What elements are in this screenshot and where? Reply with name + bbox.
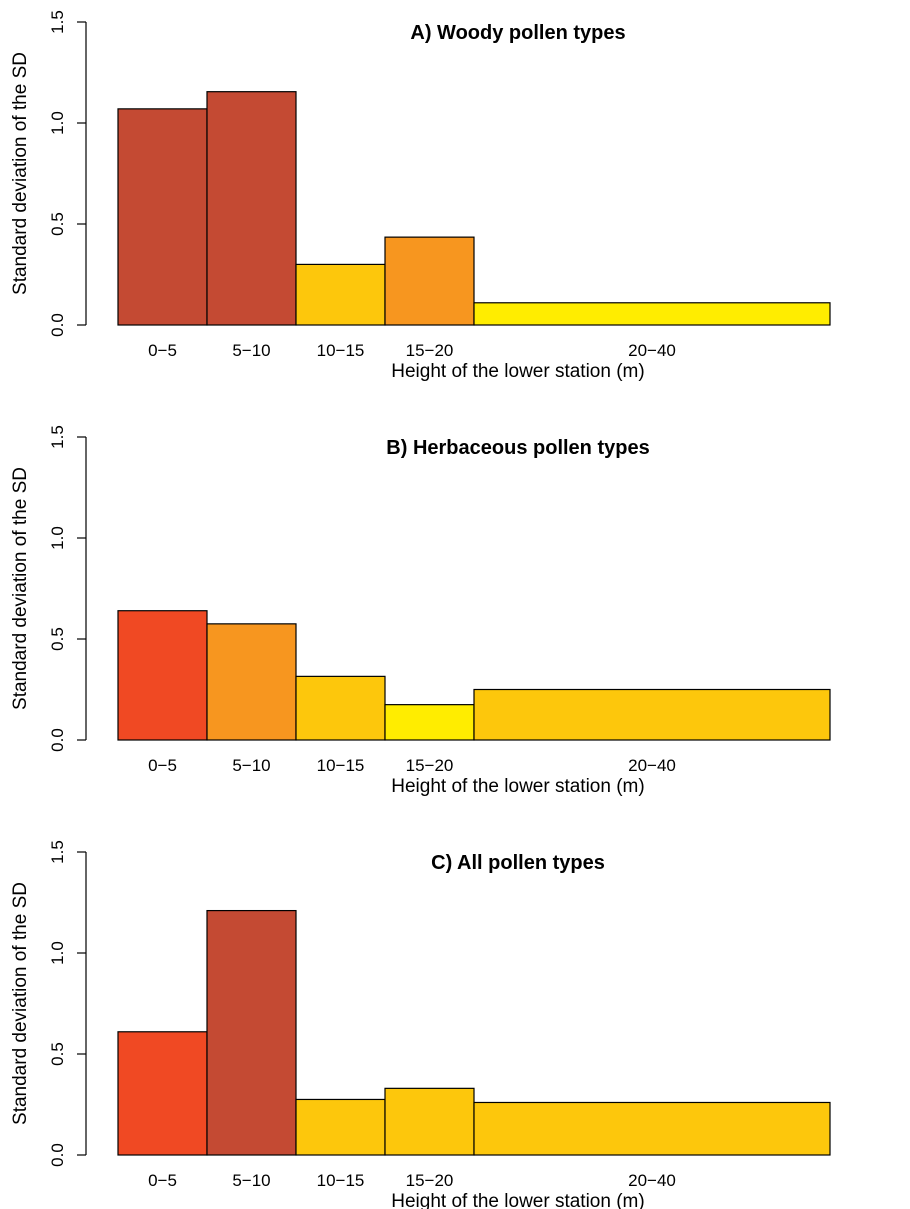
x-category-label: 0−5 <box>148 756 177 775</box>
bar-2 <box>206 91 297 326</box>
bar-5 <box>473 302 831 326</box>
bar-3 <box>295 1098 386 1156</box>
bar-4 <box>384 1087 475 1156</box>
x-category-label: 5−10 <box>232 1171 270 1190</box>
bar-2 <box>206 909 297 1156</box>
y-tick-label: 0.0 <box>48 728 67 752</box>
bar-3 <box>295 675 386 741</box>
x-category-label: 20−40 <box>628 341 676 360</box>
y-axis-title: Standard deviation of the SD <box>10 882 31 1125</box>
x-category-label: 15−20 <box>406 1171 454 1190</box>
x-category-label: 15−20 <box>406 756 454 775</box>
y-tick-label: 1.0 <box>48 526 67 550</box>
chart-title: C) All pollen types <box>431 852 605 874</box>
chart-panel-1: 0.0 0.5 1.0 1.5 0−5 5−10 10−15 15−20 20−40Height… <box>10 10 831 382</box>
x-category-label: 20−40 <box>628 1171 676 1190</box>
x-axis-title: Height of the lower station (m) <box>391 361 644 382</box>
y-tick-label: 1.5 <box>48 10 67 34</box>
x-category-label: 10−15 <box>317 1171 365 1190</box>
x-axis-title: Height of the lower station (m) <box>391 1191 644 1209</box>
x-category-label: 0−5 <box>148 341 177 360</box>
bar-5 <box>473 1101 831 1156</box>
bar-2 <box>206 623 297 741</box>
x-category-label: 10−15 <box>317 341 365 360</box>
x-category-label: 15−20 <box>406 341 454 360</box>
y-tick-label: 0.5 <box>48 212 67 236</box>
y-tick-label: 0.5 <box>48 1042 67 1066</box>
y-tick-label: 1.0 <box>48 941 67 965</box>
x-category-label: 0−5 <box>148 1171 177 1190</box>
y-tick-label: 1.0 <box>48 111 67 135</box>
chart-panel-2: 0.0 0.5 1.0 1.5 0−5 5−10 10−15 15−20 20−40Height… <box>10 425 831 797</box>
chart-title: A) Woody pollen types <box>410 22 625 44</box>
bar-1 <box>117 108 208 326</box>
y-tick-label: 0.0 <box>48 1143 67 1167</box>
x-category-label: 5−10 <box>232 341 270 360</box>
bar-3 <box>295 263 386 326</box>
chart-title: B) Herbaceous pollen types <box>386 437 649 459</box>
bar-1 <box>117 1031 208 1156</box>
y-tick-label: 1.5 <box>48 425 67 449</box>
y-axis-title: Standard deviation of the SD <box>10 467 31 710</box>
chart-panel-3: 0.0 0.5 1.0 1.5 0−5 5−10 10−15 15−20 20−40Height… <box>10 840 831 1209</box>
y-tick-label: 0.0 <box>48 313 67 337</box>
y-tick-label: 1.5 <box>48 840 67 864</box>
bar-5 <box>473 688 831 741</box>
x-axis-title: Height of the lower station (m) <box>391 776 644 797</box>
x-category-label: 5−10 <box>232 756 270 775</box>
y-axis-title: Standard deviation of the SD <box>10 52 31 295</box>
bar-1 <box>117 610 208 741</box>
bar-4 <box>384 236 475 326</box>
bar-4 <box>384 704 475 741</box>
y-tick-label: 0.5 <box>48 627 67 651</box>
x-category-label: 20−40 <box>628 756 676 775</box>
x-category-label: 10−15 <box>317 756 365 775</box>
